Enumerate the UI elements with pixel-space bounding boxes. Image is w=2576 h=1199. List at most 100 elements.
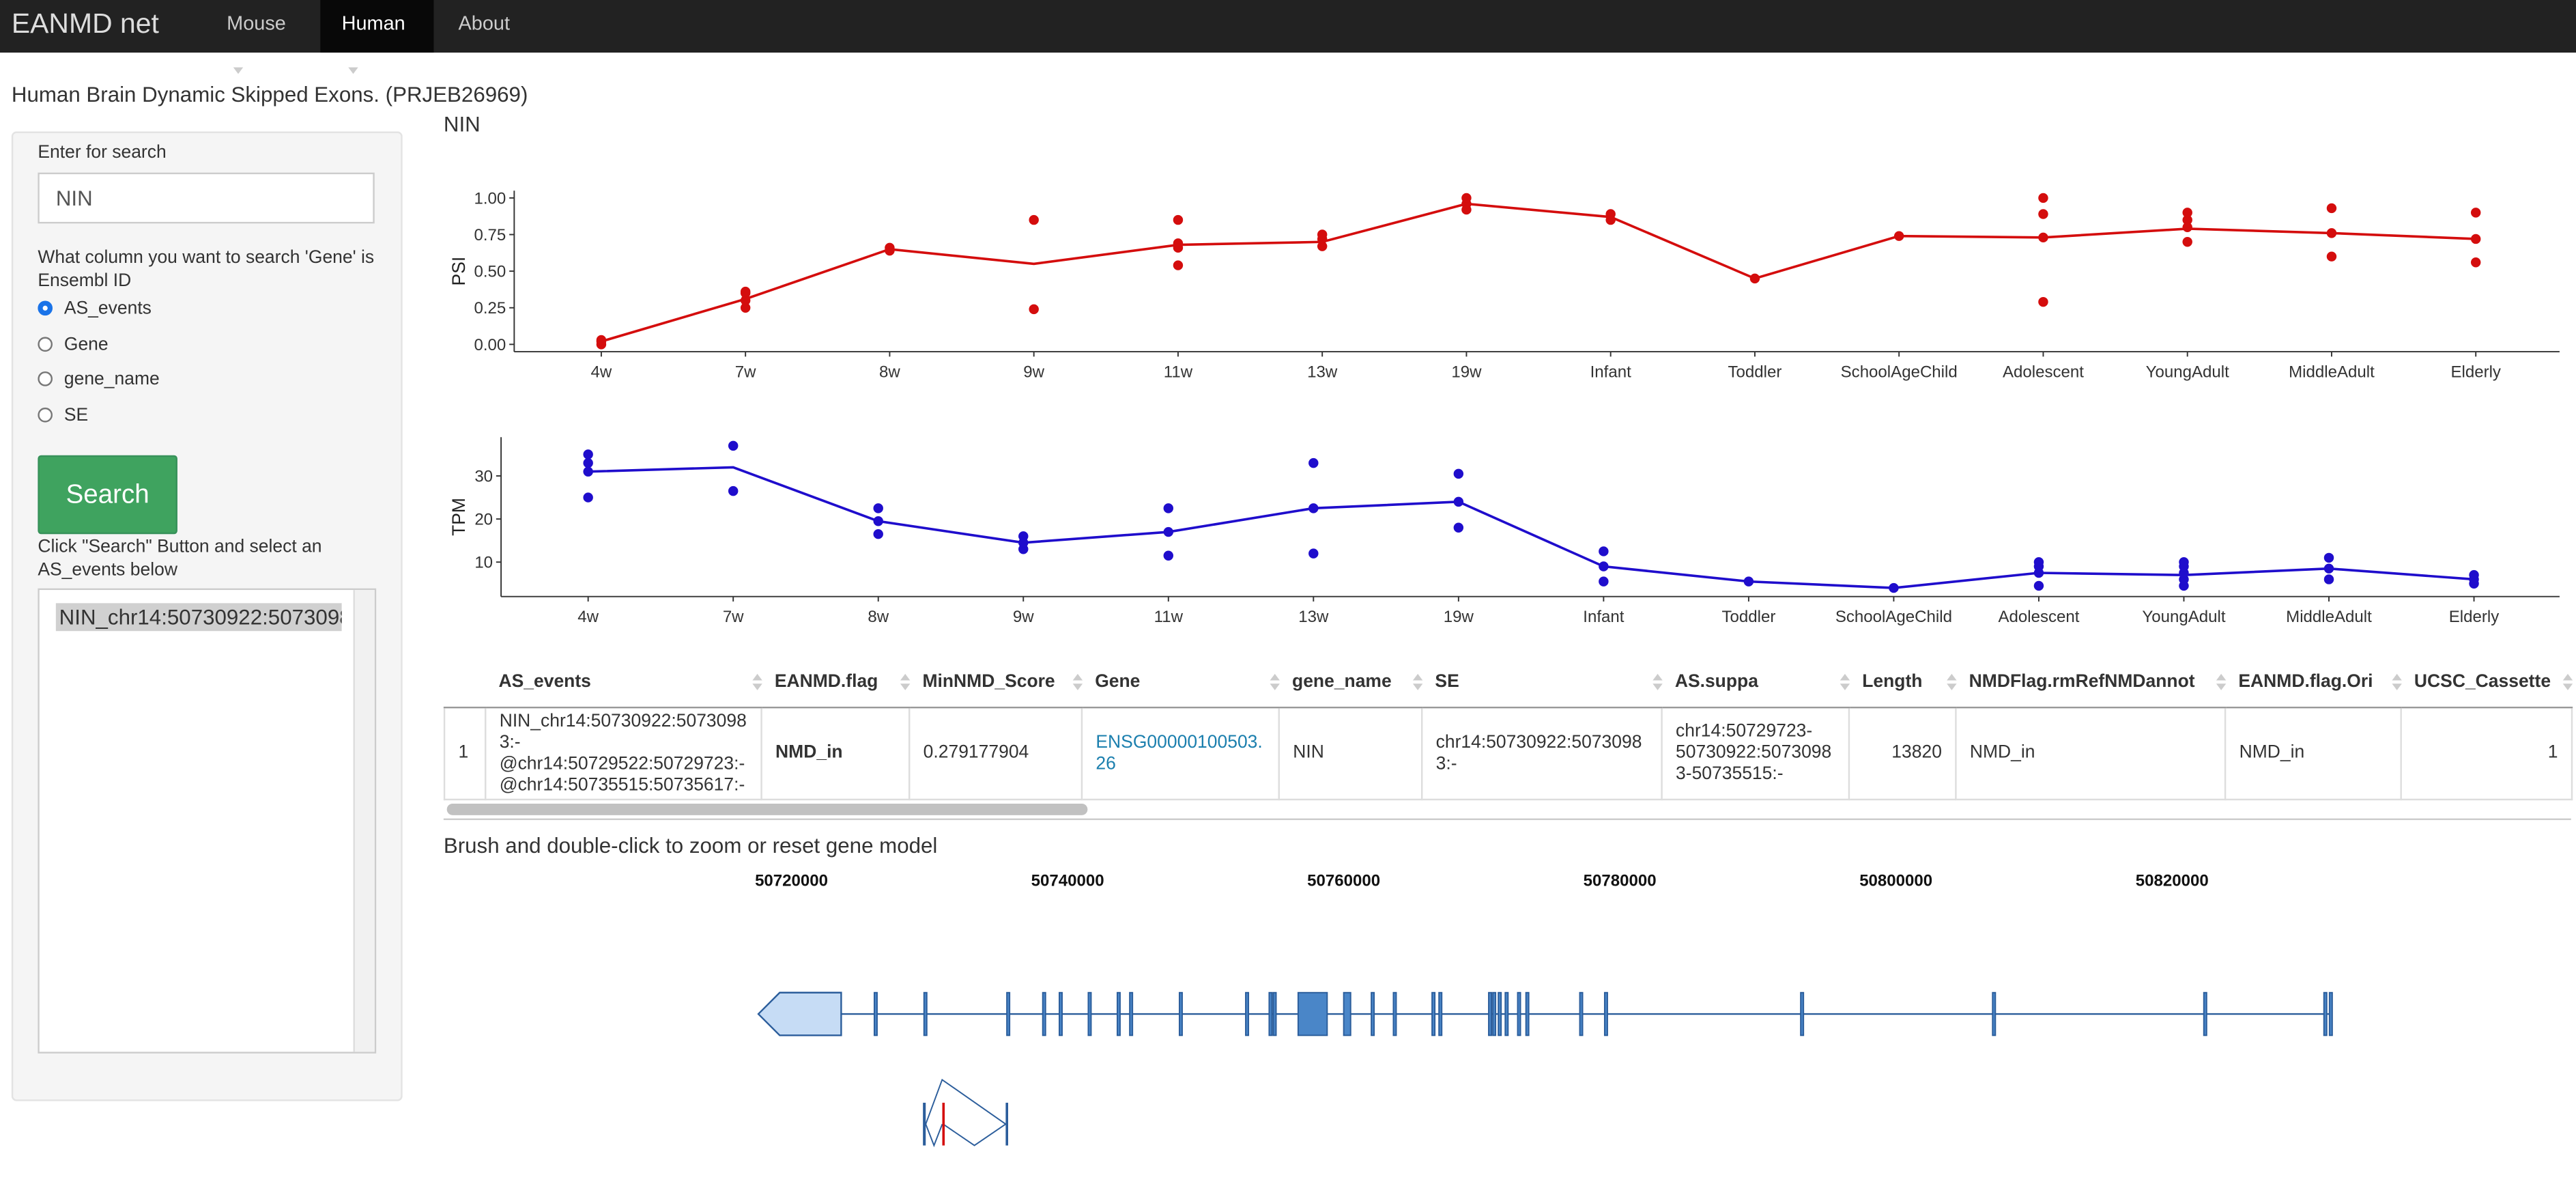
cell-text: NMD_in xyxy=(1969,742,2035,763)
caret[interactable] xyxy=(233,67,244,74)
menu-label[interactable]: Mouse xyxy=(227,11,286,35)
column-header[interactable]: EANMD.flag xyxy=(761,657,910,709)
event-select[interactable]: NIN_chr14:50730922:50730983:-@chr14:5072… xyxy=(38,588,377,1054)
data-point xyxy=(873,528,883,539)
data-point xyxy=(2033,580,2044,591)
select-label: Click "Search" Button and select an AS_e… xyxy=(38,537,322,580)
exon xyxy=(1371,991,1375,1036)
table-head: AS_events EANMD.flag MinNMD_Score Gene gene_… xyxy=(444,657,2572,709)
radio-option[interactable]: SE xyxy=(38,404,88,427)
table-cell: NMD_in xyxy=(2224,706,2402,801)
table-cell: 1 xyxy=(443,706,487,801)
search-button[interactable]: Search xyxy=(38,455,177,535)
column-header[interactable]: NMDFlag.rmRefNMDannot xyxy=(1956,657,2226,709)
gene-link[interactable]: ENSG00000100503.26 xyxy=(1096,732,1263,774)
data-point xyxy=(583,449,593,460)
radio-option[interactable]: gene_name xyxy=(38,369,160,392)
data-point xyxy=(1308,548,1319,559)
table-row: 1 NIN_chr14:50730922:50730983:-@chr14:507… xyxy=(443,706,2573,801)
x-tick-label: 13w xyxy=(1307,363,1338,381)
exon xyxy=(1343,991,1351,1036)
radio-circle[interactable] xyxy=(38,407,53,423)
cell-text: 13820 xyxy=(1891,742,1942,763)
exon xyxy=(923,991,928,1036)
table-cell: NMD_in xyxy=(760,706,911,801)
radio-circle[interactable] xyxy=(38,336,53,352)
radio-label[interactable]: AS_events xyxy=(63,299,152,319)
exon xyxy=(1992,991,1997,1036)
exon xyxy=(1492,991,1497,1036)
y-axis-label: PSI xyxy=(448,257,469,286)
exon xyxy=(1178,991,1183,1036)
menu-label[interactable]: About xyxy=(458,11,511,35)
data-point xyxy=(2470,257,2481,268)
nav-menu[interactable]: Mouse xyxy=(205,0,320,74)
nav-menu[interactable]: About xyxy=(437,0,535,53)
radio-option[interactable]: AS_events xyxy=(38,298,152,321)
column-header[interactable]: UCSC_Cassette xyxy=(2401,657,2572,709)
scrollbar[interactable] xyxy=(353,590,375,1052)
exon xyxy=(1268,991,1273,1036)
radio-option[interactable]: Gene xyxy=(38,333,109,356)
cell-text: NMD_in xyxy=(2239,742,2305,763)
x-tick-label: Infant xyxy=(1583,608,1624,626)
x-tick-label: 13w xyxy=(1298,608,1329,626)
x-tick-label: 50800000 xyxy=(1859,871,1932,890)
radio-label[interactable]: gene_name xyxy=(63,370,160,390)
exon xyxy=(1504,991,1509,1036)
nav-menu[interactable]: Human xyxy=(320,0,434,74)
column-header[interactable]: SE xyxy=(1422,657,1662,709)
page-title: Human Brain Dynamic Skipped Exons. (PRJE… xyxy=(11,82,528,107)
divider xyxy=(443,818,2571,821)
data-point xyxy=(1317,241,1328,251)
cell-text: NMD_in xyxy=(775,742,843,763)
x-tick-label: Adolescent xyxy=(1998,608,2079,626)
x-tick-label: 11w xyxy=(1154,608,1184,626)
search-input[interactable]: NIN xyxy=(38,172,375,224)
column-header[interactable]: AS_events xyxy=(485,657,762,709)
table-scrollbar[interactable] xyxy=(446,803,1088,815)
brand[interactable]: EANMD net xyxy=(11,8,159,40)
exon xyxy=(1517,991,1521,1036)
table-cell: NIN xyxy=(1278,706,1423,801)
results-table: AS_events EANMD.flag MinNMD_Score Gene gene_… xyxy=(443,657,2573,801)
exon xyxy=(1297,991,1328,1036)
select-option[interactable]: NIN_chr14:50730922:50730983:-@chr14:5072… xyxy=(55,603,342,632)
data-point xyxy=(740,286,751,297)
table-cell[interactable]: ENSG00000100503.26 xyxy=(1081,706,1280,801)
x-tick-label: 9w xyxy=(1013,608,1034,626)
column-header[interactable]: MinNMD_Score xyxy=(909,657,1082,709)
radio-label[interactable]: Gene xyxy=(63,335,109,354)
data-point xyxy=(728,485,739,496)
exon xyxy=(1006,991,1011,1036)
data-point xyxy=(1461,193,1472,203)
data-point xyxy=(2323,574,2334,584)
x-tick-label: 7w xyxy=(735,363,756,381)
caret[interactable] xyxy=(348,67,358,74)
data-point xyxy=(1018,531,1029,541)
data-point xyxy=(728,440,739,451)
x-tick-label: 7w xyxy=(723,608,744,626)
column-header[interactable]: EANMD.flag.Ori xyxy=(2225,657,2401,709)
x-tick-label: SchoolAgeChild xyxy=(1841,363,1958,381)
radio-label[interactable]: SE xyxy=(63,406,89,425)
column-header[interactable]: gene_name xyxy=(1278,657,1422,709)
radio-circle[interactable] xyxy=(38,300,53,316)
gene-model-caption: Brush and double-click to zoom or reset … xyxy=(443,833,938,858)
data-point xyxy=(2182,208,2192,218)
cell-text: 1 xyxy=(2547,742,2558,763)
column-header[interactable]: AS.suppa xyxy=(1661,657,1849,709)
y-tick-label: 30 xyxy=(474,467,493,485)
data-point xyxy=(1173,238,1184,249)
column-header[interactable]: Gene xyxy=(1081,657,1279,709)
data-point xyxy=(1453,468,1464,479)
y-tick-label: 0.25 xyxy=(474,299,506,318)
cell-text: 0.279177904 xyxy=(923,742,1029,763)
radio-circle[interactable] xyxy=(38,371,53,387)
data-point xyxy=(2182,237,2192,247)
exon xyxy=(1059,991,1063,1036)
menu-label[interactable]: Human xyxy=(341,11,405,35)
column-header[interactable]: Length xyxy=(1848,657,1956,709)
x-tick-label: Toddler xyxy=(1728,363,1782,381)
